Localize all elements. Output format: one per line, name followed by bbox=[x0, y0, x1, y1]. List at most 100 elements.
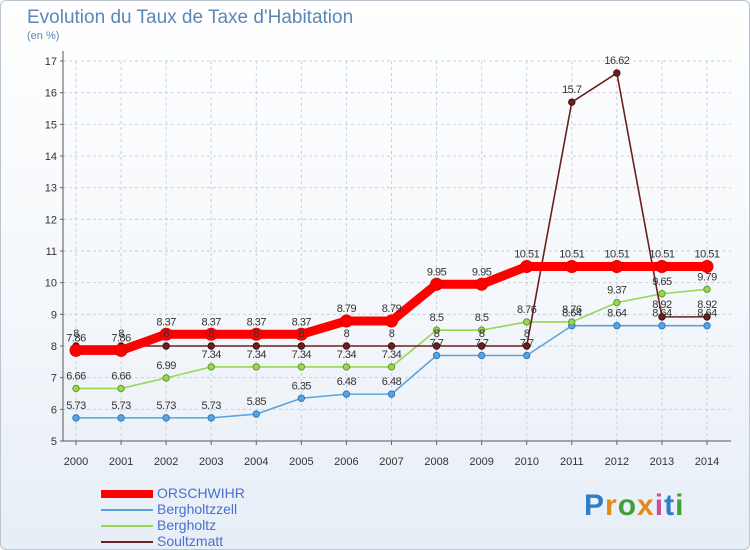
y-tick-label: 9 bbox=[51, 309, 57, 321]
data-point-bergholtzzell bbox=[613, 322, 621, 330]
data-label-bergholtz: 6.99 bbox=[156, 360, 176, 372]
data-label-orschwihr: 8.79 bbox=[337, 303, 357, 315]
legend-label-bergholtz: Bergholtz bbox=[157, 517, 217, 533]
data-label-bergholtz: 7.34 bbox=[382, 349, 402, 361]
data-point-bergholtzzell bbox=[252, 410, 260, 418]
data-point-bergholtz bbox=[207, 363, 215, 371]
y-tick-label: 17 bbox=[45, 56, 57, 68]
data-point-orschwihr bbox=[69, 343, 83, 357]
logo-letter: t bbox=[664, 489, 676, 522]
data-point-bergholtz bbox=[432, 326, 441, 334]
x-tick-label: 2008 bbox=[424, 456, 448, 468]
data-point-bergholtz bbox=[523, 318, 531, 326]
data-point-soultzmatt bbox=[342, 342, 351, 350]
x-tick-label: 2001 bbox=[109, 456, 133, 468]
data-point-orschwihr bbox=[385, 314, 398, 328]
data-label-orschwihr: 10.51 bbox=[649, 249, 674, 261]
data-point-soultzmatt bbox=[523, 342, 531, 350]
data-label-soultzmatt: 15.7 bbox=[562, 84, 582, 96]
data-point-bergholtzzell bbox=[432, 351, 441, 360]
data-point-orschwihr bbox=[610, 260, 624, 274]
data-point-soultzmatt bbox=[252, 342, 260, 350]
data-point-bergholtzzell bbox=[387, 390, 396, 398]
data-point-bergholtz bbox=[658, 290, 666, 298]
data-label-orschwihr: 7.86 bbox=[111, 332, 131, 344]
data-label-bergholtzzell: 7.7 bbox=[520, 338, 534, 350]
data-point-bergholtzzell bbox=[342, 390, 351, 398]
data-point-soultzmatt bbox=[658, 313, 666, 321]
data-point-bergholtz bbox=[72, 384, 80, 393]
data-label-orschwihr: 9.95 bbox=[427, 266, 447, 278]
logo-letter: i bbox=[675, 489, 685, 522]
data-point-bergholtzzell bbox=[72, 414, 80, 422]
data-label-bergholtzzell: 5.85 bbox=[247, 396, 267, 408]
data-label-orschwihr: 10.51 bbox=[604, 249, 629, 261]
legend-label-orschwihr: ORSCHWIHR bbox=[157, 485, 245, 501]
data-label-orschwihr: 7.86 bbox=[66, 332, 86, 344]
logo-letter: x bbox=[637, 489, 655, 522]
data-label-soultzmatt: 8 bbox=[524, 328, 530, 340]
data-label-soultzmatt: 8.92 bbox=[697, 299, 717, 311]
x-tick-label: 2006 bbox=[334, 456, 358, 468]
data-point-soultzmatt bbox=[207, 342, 215, 350]
data-label-orschwihr: 10.51 bbox=[514, 249, 539, 261]
data-point-bergholtz bbox=[568, 318, 576, 326]
data-point-bergholtzzell bbox=[703, 322, 711, 330]
legend-swatch-bergholtz bbox=[101, 525, 153, 527]
data-label-soultzmatt: 16.62 bbox=[604, 55, 629, 67]
data-label-bergholtz: 9.65 bbox=[652, 276, 672, 288]
y-tick-label: 13 bbox=[45, 183, 57, 195]
data-point-bergholtzzell bbox=[658, 322, 666, 330]
legend-swatch-bergholtzzell bbox=[101, 509, 153, 511]
data-label-bergholtz: 8.5 bbox=[475, 312, 489, 324]
data-point-orschwihr bbox=[114, 343, 128, 357]
data-label-soultzmatt: 8 bbox=[344, 328, 350, 340]
data-point-bergholtzzell bbox=[297, 394, 306, 402]
logo-letter: P bbox=[584, 489, 606, 522]
data-point-bergholtz bbox=[117, 384, 125, 393]
y-tick-label: 14 bbox=[45, 151, 57, 163]
data-point-soultzmatt bbox=[297, 342, 306, 350]
y-tick-label: 15 bbox=[45, 119, 57, 131]
data-label-bergholtz: 8.5 bbox=[430, 312, 444, 324]
data-point-bergholtz bbox=[342, 363, 351, 371]
data-label-bergholtz: 8.76 bbox=[517, 304, 537, 316]
data-label-bergholtz: 7.34 bbox=[247, 349, 267, 361]
data-label-soultzmatt: 8 bbox=[163, 328, 169, 340]
data-label-bergholtz: 7.34 bbox=[292, 349, 312, 361]
data-point-soultzmatt bbox=[162, 342, 170, 350]
data-label-soultzmatt: 8 bbox=[434, 328, 440, 340]
data-point-soultzmatt bbox=[477, 342, 486, 350]
data-label-bergholtz: 6.66 bbox=[66, 370, 86, 382]
data-label-bergholtzzell: 6.35 bbox=[292, 380, 312, 392]
data-point-bergholtzzell bbox=[117, 414, 125, 422]
x-tick-label: 2012 bbox=[605, 456, 629, 468]
data-point-soultzmatt bbox=[703, 313, 711, 321]
y-tick-label: 5 bbox=[51, 436, 57, 448]
legend-label-soultzmatt: Soultzmatt bbox=[157, 533, 224, 549]
data-point-orschwihr bbox=[339, 314, 353, 328]
data-point-bergholtz bbox=[162, 374, 170, 382]
data-label-soultzmatt: 8 bbox=[299, 328, 305, 340]
data-label-bergholtzzell: 6.48 bbox=[382, 376, 402, 388]
data-label-soultzmatt: 8 bbox=[118, 328, 124, 340]
data-point-orschwihr bbox=[475, 277, 489, 291]
legend-swatch-soultzmatt bbox=[101, 541, 153, 543]
proxiti-logo: Proxiti bbox=[584, 489, 684, 523]
x-tick-label: 2013 bbox=[650, 456, 674, 468]
data-label-orschwihr: 8.79 bbox=[382, 303, 402, 315]
data-point-bergholtzzell bbox=[523, 351, 531, 360]
data-point-bergholtz bbox=[252, 363, 260, 371]
legend-swatch-orschwihr bbox=[101, 490, 153, 498]
data-point-bergholtz bbox=[613, 298, 621, 307]
data-label-bergholtzzell: 5.73 bbox=[156, 400, 176, 412]
data-point-soultzmatt bbox=[432, 342, 441, 350]
data-point-orschwihr bbox=[565, 260, 579, 274]
data-label-orschwihr: 8.37 bbox=[156, 316, 176, 328]
data-point-bergholtzzell bbox=[207, 414, 215, 422]
data-label-bergholtzzell: 5.73 bbox=[202, 400, 222, 412]
data-label-bergholtzzell: 5.73 bbox=[66, 400, 86, 412]
data-point-orschwihr bbox=[430, 277, 444, 291]
x-tick-label: 2003 bbox=[199, 456, 223, 468]
